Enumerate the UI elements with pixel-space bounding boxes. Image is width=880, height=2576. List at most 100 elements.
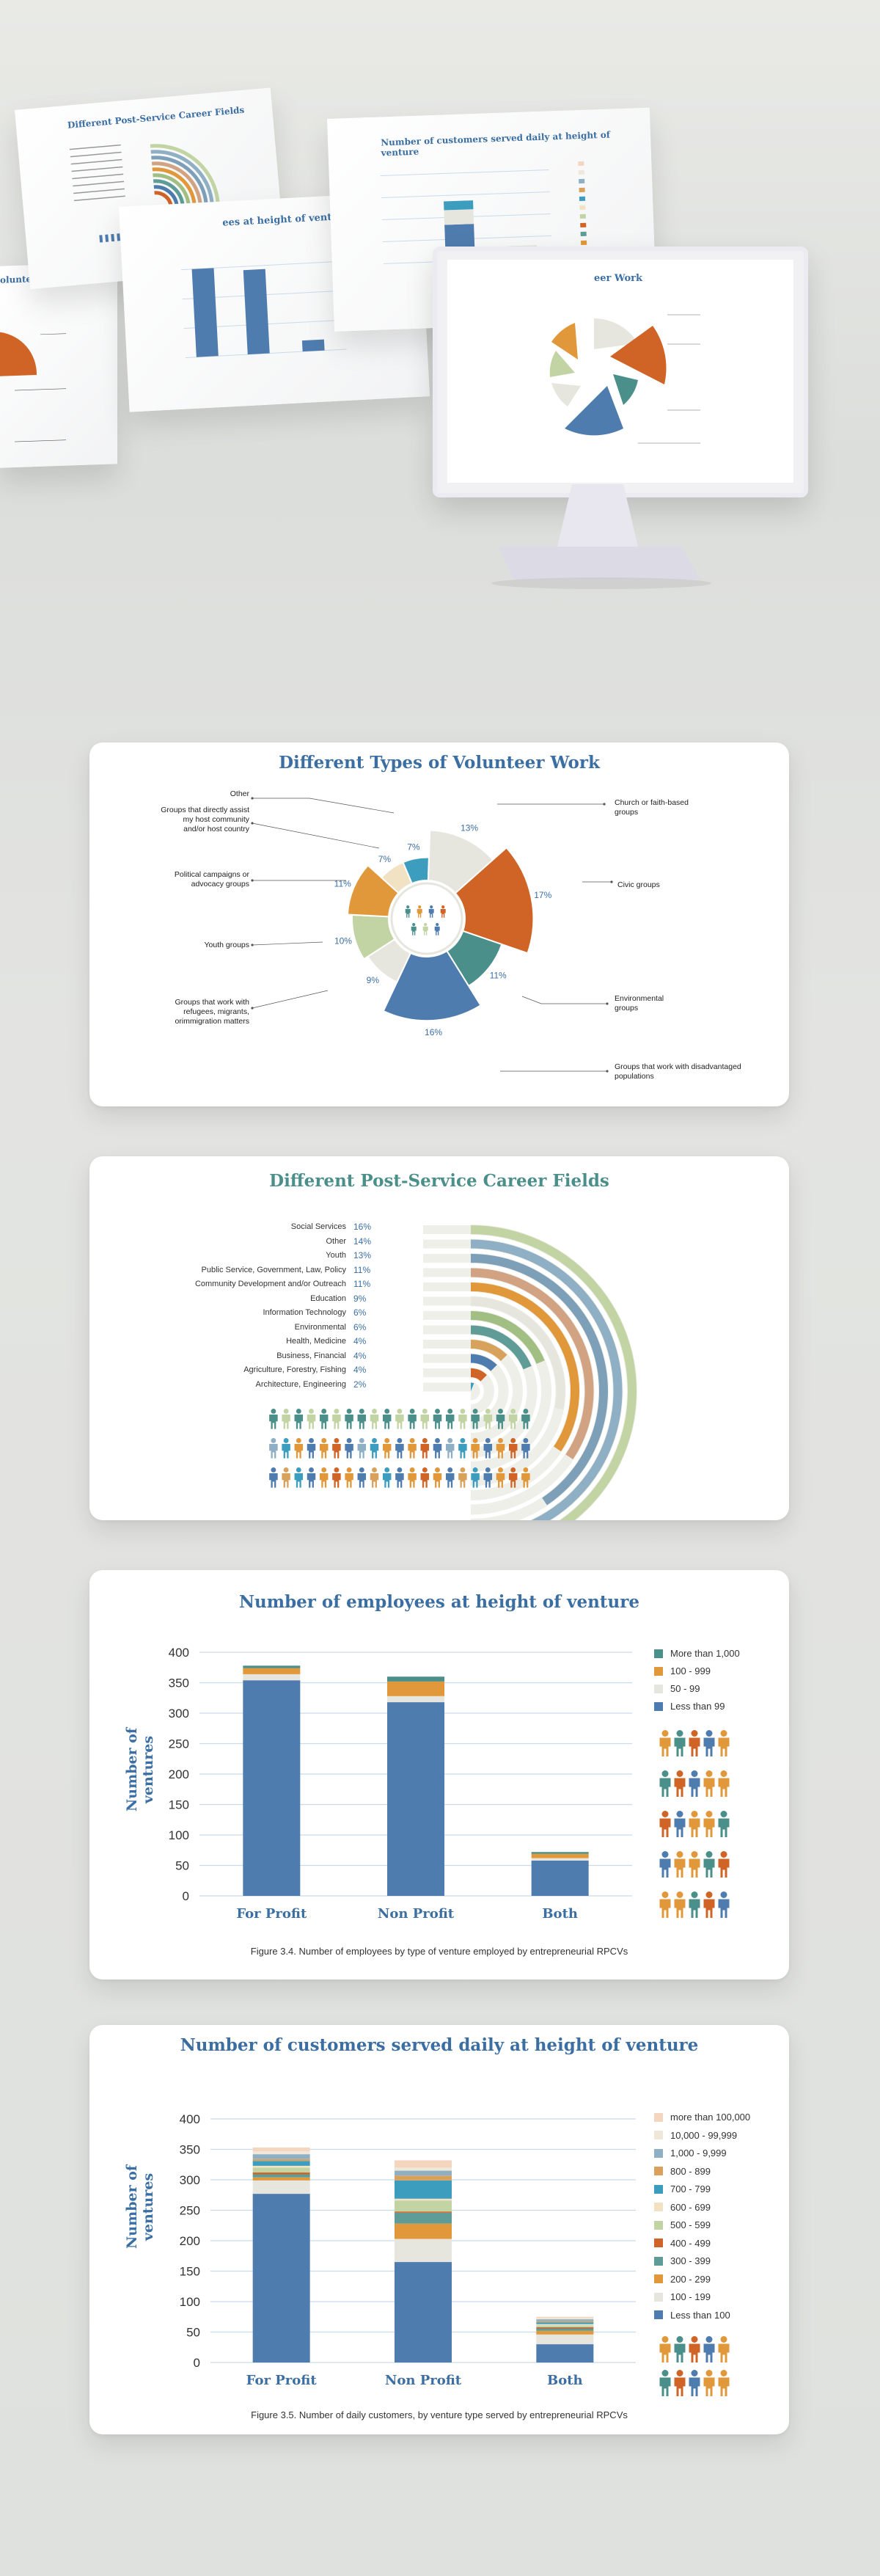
bar-segment xyxy=(395,2262,452,2362)
career-row: Community Development and/or Outreach 11% xyxy=(133,1278,397,1291)
person-icon xyxy=(674,1851,686,1878)
person-icon xyxy=(521,1467,530,1488)
career-row: Environmental 6% xyxy=(133,1321,397,1335)
bar-segment xyxy=(531,1853,589,1858)
person-icon xyxy=(282,1438,290,1459)
leader-line xyxy=(521,996,607,1004)
person-icon xyxy=(458,1467,467,1488)
legend-swatch xyxy=(654,2203,663,2211)
ring-bar xyxy=(470,1239,623,1520)
legend-swatch xyxy=(654,2131,663,2139)
legend-label: 400 - 499 xyxy=(670,2237,711,2249)
bar-segment xyxy=(252,2174,310,2178)
person-icon xyxy=(345,1467,353,1488)
person-icon xyxy=(659,2370,671,2396)
bar-segment xyxy=(387,1702,444,1896)
label-line: groups xyxy=(615,1004,639,1012)
career-category-label: Other xyxy=(326,1236,346,1246)
legend-swatch xyxy=(654,2167,663,2175)
person-icon xyxy=(440,905,446,918)
leader-line xyxy=(252,990,329,1009)
legend-item: 700 - 799 xyxy=(654,2183,711,2194)
customers-bar-chart: 0 50 100 150 200 250 300 350 400 For Profit Non Pr… xyxy=(180,2112,730,2396)
person-icon xyxy=(689,1811,700,1837)
legend-swatch xyxy=(654,2220,663,2230)
person-icon xyxy=(689,1891,700,1918)
bar-segment xyxy=(395,2180,452,2199)
person-icon xyxy=(521,1409,530,1429)
slice-percent-label: 7% xyxy=(378,854,392,864)
person-icon xyxy=(420,1438,430,1459)
career-category-label: Information Technology xyxy=(263,1308,346,1317)
bar-segment xyxy=(243,1674,301,1681)
ring-bar xyxy=(470,1282,579,1452)
bar-segment xyxy=(536,2325,594,2327)
person-icon xyxy=(294,1438,304,1459)
slice-percent-label: 17% xyxy=(534,890,551,900)
x-tick-label: For Profit xyxy=(236,1906,307,1922)
person-icon xyxy=(382,1438,392,1459)
legend-item: more than 100,000 xyxy=(654,2112,750,2123)
bar-segment xyxy=(395,2175,452,2181)
bar-segment xyxy=(536,2321,594,2323)
person-icon xyxy=(307,1467,316,1488)
label-line: Church or faith-based xyxy=(615,798,689,807)
label-church: Church or faith-based groups xyxy=(615,798,717,817)
person-icon xyxy=(395,1467,404,1488)
legend-label: 600 - 699 xyxy=(670,2201,711,2213)
career-category-label: Architecture, Engineering xyxy=(255,1379,346,1389)
career-percent-label: 4% xyxy=(353,1350,367,1361)
legend-label: 1,000 - 9,999 xyxy=(670,2148,727,2159)
slice-percent-label: 11% xyxy=(334,878,351,889)
legend-swatch xyxy=(654,2239,663,2247)
leader-line xyxy=(252,798,395,814)
person-icon xyxy=(703,2336,715,2362)
person-icon xyxy=(370,1467,379,1488)
person-icon xyxy=(689,1851,700,1878)
legend-swatch xyxy=(654,1649,663,1658)
bar-segment xyxy=(536,2344,594,2362)
ring-bar xyxy=(470,1354,497,1371)
x-tick-label: Non Profit xyxy=(385,2373,462,2388)
person-icon xyxy=(483,1409,493,1429)
bar-segment xyxy=(395,2170,452,2176)
y-tick-label: 50 xyxy=(175,1859,189,1873)
monitor: eer Work xyxy=(433,247,808,497)
y-tick-label: 250 xyxy=(180,2204,200,2218)
legend-swatch xyxy=(654,2274,663,2283)
legend-item: 50 - 99 xyxy=(654,1683,700,1694)
career-row: Information Technology 6% xyxy=(133,1307,397,1320)
pie-slice xyxy=(454,846,535,955)
person-icon xyxy=(703,1891,715,1918)
legend-label: 500 - 599 xyxy=(670,2219,711,2230)
person-icon xyxy=(521,1438,530,1459)
customers-title: Number of customers served daily at heig… xyxy=(180,2035,699,2055)
leader-dot xyxy=(606,1070,609,1073)
career-percent-label: 13% xyxy=(353,1250,372,1260)
bar-segment xyxy=(252,2148,310,2151)
person-icon xyxy=(269,1409,278,1429)
label-political: Political campaigns or advocacy groups xyxy=(132,870,249,889)
bar-segment xyxy=(531,1852,589,1854)
customers-legend: more than 100,000 10,000 - 99,999 1,000 - … xyxy=(654,2112,786,2332)
bar-segment xyxy=(395,2167,452,2171)
person-icon xyxy=(703,1730,715,1756)
person-icon xyxy=(689,2336,700,2362)
person-icon xyxy=(483,1438,493,1459)
career-category-label: Public Service, Government, Law, Policy xyxy=(201,1265,346,1274)
legend-label: 800 - 899 xyxy=(670,2165,711,2177)
label-civic: Civic groups xyxy=(617,880,660,889)
person-icon xyxy=(269,1467,278,1488)
ring-bar xyxy=(470,1340,507,1362)
x-tick-label: Both xyxy=(542,1906,578,1922)
person-icon xyxy=(718,2370,730,2396)
y-tick-label: 350 xyxy=(180,2143,200,2157)
career-category-label: Social Services xyxy=(290,1222,346,1231)
person-icon xyxy=(471,1438,480,1459)
bar-segment xyxy=(531,1860,589,1896)
bar-segment xyxy=(536,2316,594,2318)
person-icon xyxy=(269,1438,278,1459)
person-icon xyxy=(422,923,428,935)
label-line: and/or host country xyxy=(183,825,249,833)
employees-card: Number of employees at height of venture… xyxy=(89,1570,789,1980)
